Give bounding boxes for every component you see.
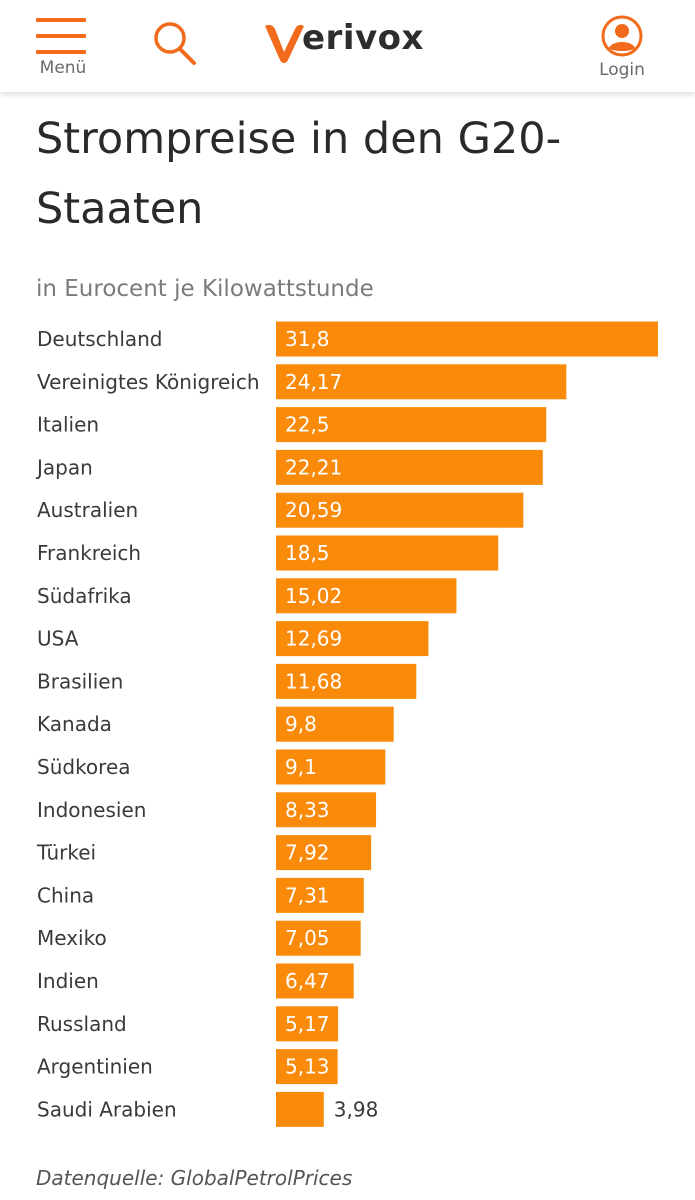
category-label: Indien bbox=[37, 969, 99, 993]
category-label: Australien bbox=[37, 498, 138, 522]
category-label: Argentinien bbox=[37, 1055, 153, 1079]
bar bbox=[276, 920, 361, 956]
value-label: 6,47 bbox=[285, 969, 330, 993]
logo-v-icon bbox=[265, 25, 304, 63]
value-label: 15,02 bbox=[285, 584, 342, 608]
category-label: Japan bbox=[35, 455, 93, 479]
chart-title: Strompreise in den G20-Staaten bbox=[36, 114, 562, 234]
bar bbox=[276, 364, 567, 400]
value-label: 12,69 bbox=[285, 627, 342, 651]
value-label: 9,1 bbox=[285, 755, 317, 779]
value-label: 7,92 bbox=[285, 841, 330, 865]
category-label: Deutschland bbox=[37, 327, 163, 351]
bar bbox=[276, 407, 547, 443]
bar bbox=[276, 663, 417, 699]
category-label: China bbox=[37, 883, 94, 907]
bar bbox=[276, 578, 457, 614]
category-label: Brasilien bbox=[37, 669, 123, 693]
value-label: 3,98 bbox=[334, 1097, 379, 1121]
category-label: Türkei bbox=[36, 841, 96, 865]
bar bbox=[276, 963, 354, 999]
bar bbox=[276, 621, 429, 657]
value-label: 5,13 bbox=[285, 1055, 330, 1079]
value-label: 5,17 bbox=[285, 1012, 330, 1036]
category-label: Südkorea bbox=[37, 755, 131, 779]
bar bbox=[276, 749, 386, 785]
value-label: 22,5 bbox=[285, 413, 330, 437]
bar bbox=[276, 706, 394, 742]
value-label: 7,05 bbox=[285, 926, 330, 950]
category-label: Mexiko bbox=[37, 926, 107, 950]
value-label: 7,31 bbox=[285, 883, 330, 907]
bar-chart: Deutschland 31,8 Vereinigtes Königreich 24,… bbox=[35, 321, 658, 1127]
category-label: USA bbox=[37, 627, 79, 651]
value-label: 8,33 bbox=[285, 798, 330, 822]
login-button[interactable]: Login bbox=[592, 14, 652, 84]
site-header: Menü erivox Login bbox=[0, 0, 695, 92]
category-label: Italien bbox=[37, 413, 99, 437]
value-label: 20,59 bbox=[285, 498, 342, 522]
login-label: Login bbox=[599, 60, 645, 80]
bar bbox=[276, 835, 372, 871]
verivox-logo[interactable]: erivox bbox=[262, 16, 432, 66]
bar bbox=[276, 792, 377, 828]
value-label: 24,17 bbox=[285, 370, 342, 394]
menu-label: Menü bbox=[39, 58, 87, 78]
category-label: Indonesien bbox=[37, 798, 146, 822]
user-icon bbox=[601, 15, 643, 57]
category-label: Saudi Arabien bbox=[37, 1097, 177, 1121]
bar bbox=[276, 492, 524, 528]
chart-subtitle: in Eurocent je Kilowattstunde bbox=[36, 276, 374, 302]
search-button[interactable] bbox=[150, 18, 200, 68]
value-label: 9,8 bbox=[285, 712, 317, 736]
value-label: 22,21 bbox=[285, 455, 342, 479]
menu-button[interactable]: Menü bbox=[30, 14, 96, 80]
bar bbox=[276, 449, 543, 485]
bar bbox=[276, 1006, 339, 1042]
logo-text: erivox bbox=[302, 18, 424, 58]
value-label: 31,8 bbox=[285, 327, 330, 351]
bar bbox=[276, 321, 658, 357]
bar bbox=[276, 1049, 338, 1085]
hamburger-icon bbox=[36, 18, 86, 54]
category-label: Russland bbox=[37, 1012, 127, 1036]
search-icon bbox=[154, 22, 196, 65]
bar bbox=[276, 535, 499, 571]
bar bbox=[276, 1091, 324, 1127]
category-label: Frankreich bbox=[37, 541, 141, 565]
value-label: 18,5 bbox=[285, 541, 330, 565]
value-label: 11,68 bbox=[285, 669, 342, 693]
category-label: Vereinigtes Königreich bbox=[37, 370, 260, 394]
category-label: Kanada bbox=[37, 712, 112, 736]
bar bbox=[276, 877, 364, 913]
data-source: Datenquelle: GlobalPetrolPrices bbox=[36, 1166, 353, 1190]
category-label: Südafrika bbox=[37, 584, 132, 608]
